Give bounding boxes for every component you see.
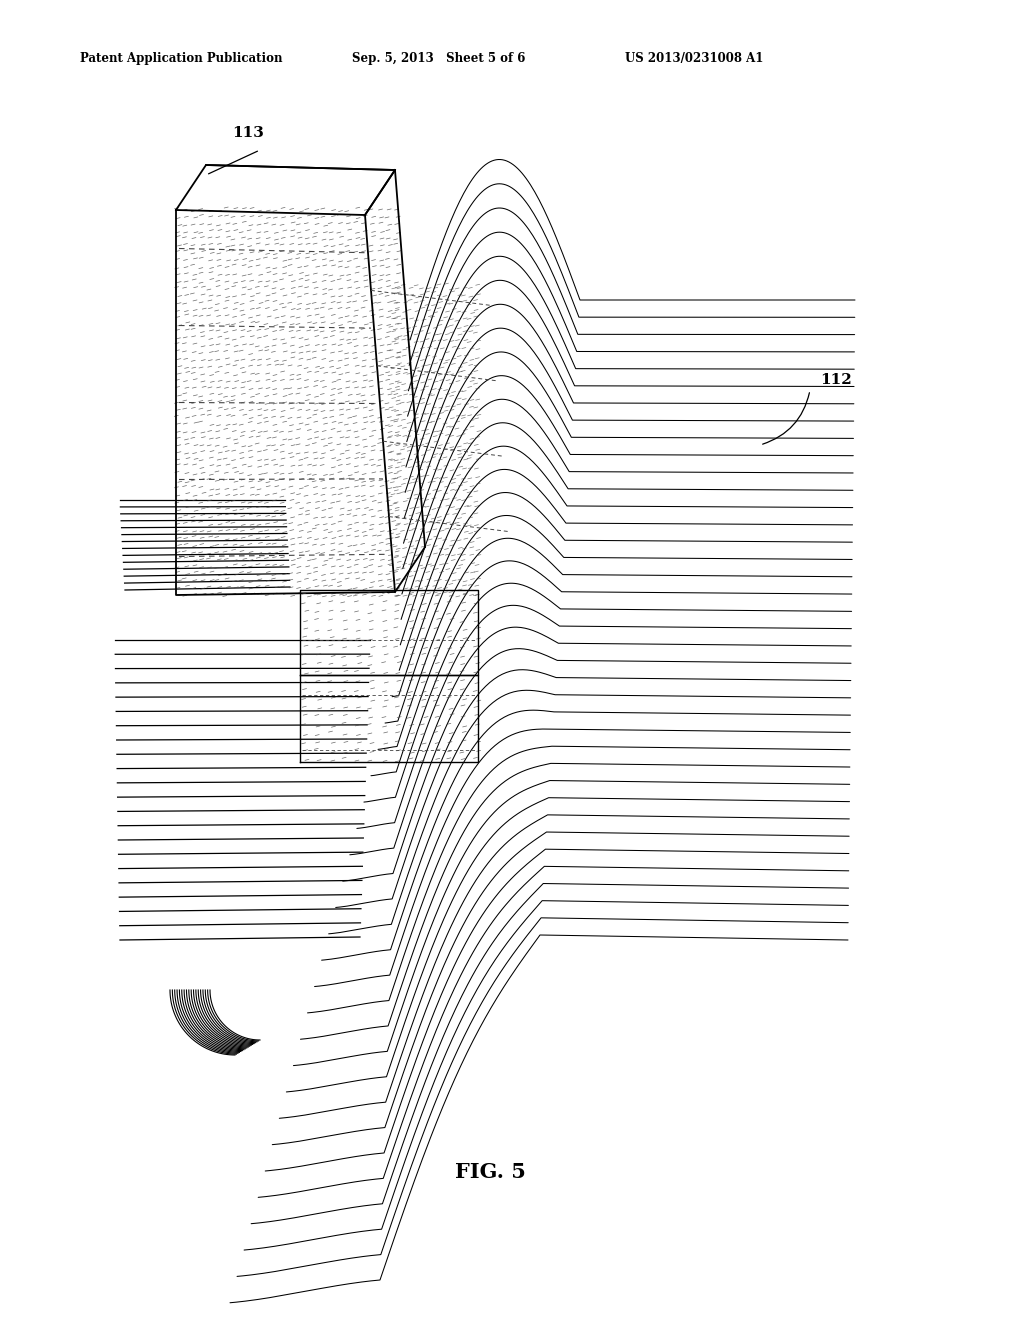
Text: FIG. 5: FIG. 5 bbox=[455, 1162, 525, 1181]
Text: Patent Application Publication: Patent Application Publication bbox=[80, 51, 283, 65]
Text: US 2013/0231008 A1: US 2013/0231008 A1 bbox=[625, 51, 763, 65]
Text: 112: 112 bbox=[820, 374, 852, 387]
Text: Sep. 5, 2013   Sheet 5 of 6: Sep. 5, 2013 Sheet 5 of 6 bbox=[352, 51, 525, 65]
Text: 113: 113 bbox=[232, 125, 264, 140]
